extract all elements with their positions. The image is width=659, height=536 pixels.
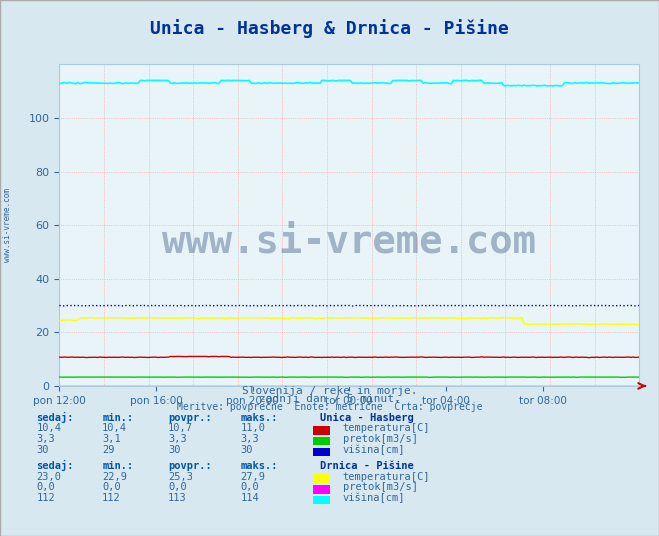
Text: sedaj:: sedaj: <box>36 412 74 423</box>
Text: 3,3: 3,3 <box>241 434 259 444</box>
Text: 3,1: 3,1 <box>102 434 121 444</box>
Text: 3,3: 3,3 <box>36 434 55 444</box>
Text: 27,9: 27,9 <box>241 472 266 482</box>
Text: 0,0: 0,0 <box>36 482 55 493</box>
Text: 30: 30 <box>168 445 181 455</box>
Text: višina[cm]: višina[cm] <box>343 444 405 455</box>
Text: Meritve: povprečne  Enote: metrične  Črta: povprečje: Meritve: povprečne Enote: metrične Črta:… <box>177 400 482 412</box>
Text: Unica - Hasberg & Drnica - Pišine: Unica - Hasberg & Drnica - Pišine <box>150 19 509 38</box>
Text: www.si-vreme.com: www.si-vreme.com <box>162 222 536 260</box>
Text: 112: 112 <box>36 493 55 503</box>
Text: zadnji dan / 5 minut.: zadnji dan / 5 minut. <box>258 394 401 404</box>
Text: maks.:: maks.: <box>241 413 278 423</box>
Text: 0,0: 0,0 <box>168 482 186 493</box>
Text: 0,0: 0,0 <box>241 482 259 493</box>
Text: pretok[m3/s]: pretok[m3/s] <box>343 482 418 493</box>
Text: 10,4: 10,4 <box>36 423 61 434</box>
Text: temperatura[C]: temperatura[C] <box>343 472 430 482</box>
Text: 112: 112 <box>102 493 121 503</box>
Text: višina[cm]: višina[cm] <box>343 493 405 503</box>
Text: 10,4: 10,4 <box>102 423 127 434</box>
Text: 22,9: 22,9 <box>102 472 127 482</box>
Text: 30: 30 <box>241 445 253 455</box>
Text: 3,3: 3,3 <box>168 434 186 444</box>
Text: min.:: min.: <box>102 413 133 423</box>
Text: 23,0: 23,0 <box>36 472 61 482</box>
Text: povpr.:: povpr.: <box>168 413 212 423</box>
Text: Slovenija / reke in morje.: Slovenija / reke in morje. <box>242 386 417 396</box>
Text: sedaj:: sedaj: <box>36 460 74 471</box>
Text: 113: 113 <box>168 493 186 503</box>
Text: maks.:: maks.: <box>241 461 278 471</box>
Text: 10,7: 10,7 <box>168 423 193 434</box>
Text: 29: 29 <box>102 445 115 455</box>
Text: pretok[m3/s]: pretok[m3/s] <box>343 434 418 444</box>
Text: www.si-vreme.com: www.si-vreme.com <box>3 188 13 262</box>
Text: min.:: min.: <box>102 461 133 471</box>
Text: 0,0: 0,0 <box>102 482 121 493</box>
Text: Unica - Hasberg: Unica - Hasberg <box>320 413 413 423</box>
Text: povpr.:: povpr.: <box>168 461 212 471</box>
Text: 114: 114 <box>241 493 259 503</box>
Text: 11,0: 11,0 <box>241 423 266 434</box>
Text: Drnica - Pišine: Drnica - Pišine <box>320 461 413 471</box>
Text: 30: 30 <box>36 445 49 455</box>
Text: temperatura[C]: temperatura[C] <box>343 423 430 434</box>
Text: 25,3: 25,3 <box>168 472 193 482</box>
